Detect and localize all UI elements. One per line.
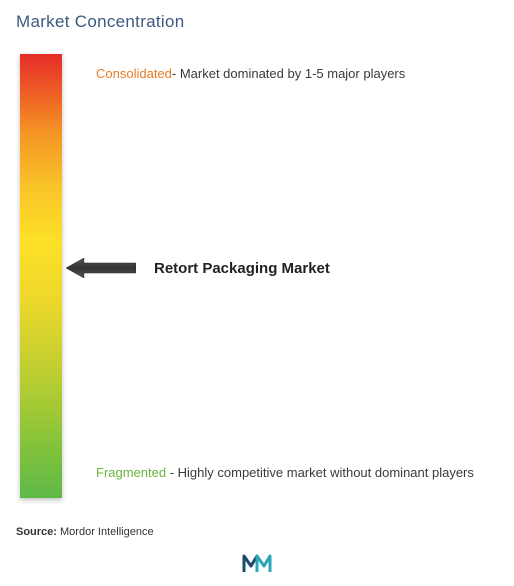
source-attribution: Source: Mordor Intelligence (16, 526, 154, 538)
concentration-diagram: Consolidated- Market dominated by 1-5 ma… (16, 54, 514, 504)
chart-title: Market Concentration (16, 12, 514, 32)
source-value: Mordor Intelligence (60, 526, 154, 538)
source-label: Source: (16, 526, 60, 538)
market-pointer: Retort Packaging Market (66, 258, 330, 278)
consolidated-desc: - Market dominated by 1-5 major players (172, 66, 405, 81)
consolidated-term: Consolidated (96, 66, 172, 81)
arrow-left-icon (66, 258, 136, 278)
mordor-logo-icon (242, 552, 272, 574)
fragmented-desc: - Highly competitive market without domi… (166, 465, 474, 480)
fragmented-label: Fragmented - Highly competitive market w… (96, 461, 474, 484)
market-name-label: Retort Packaging Market (154, 260, 330, 277)
fragmented-term: Fragmented (96, 465, 166, 480)
concentration-gradient-bar (20, 54, 62, 498)
consolidated-label: Consolidated- Market dominated by 1-5 ma… (96, 64, 405, 84)
